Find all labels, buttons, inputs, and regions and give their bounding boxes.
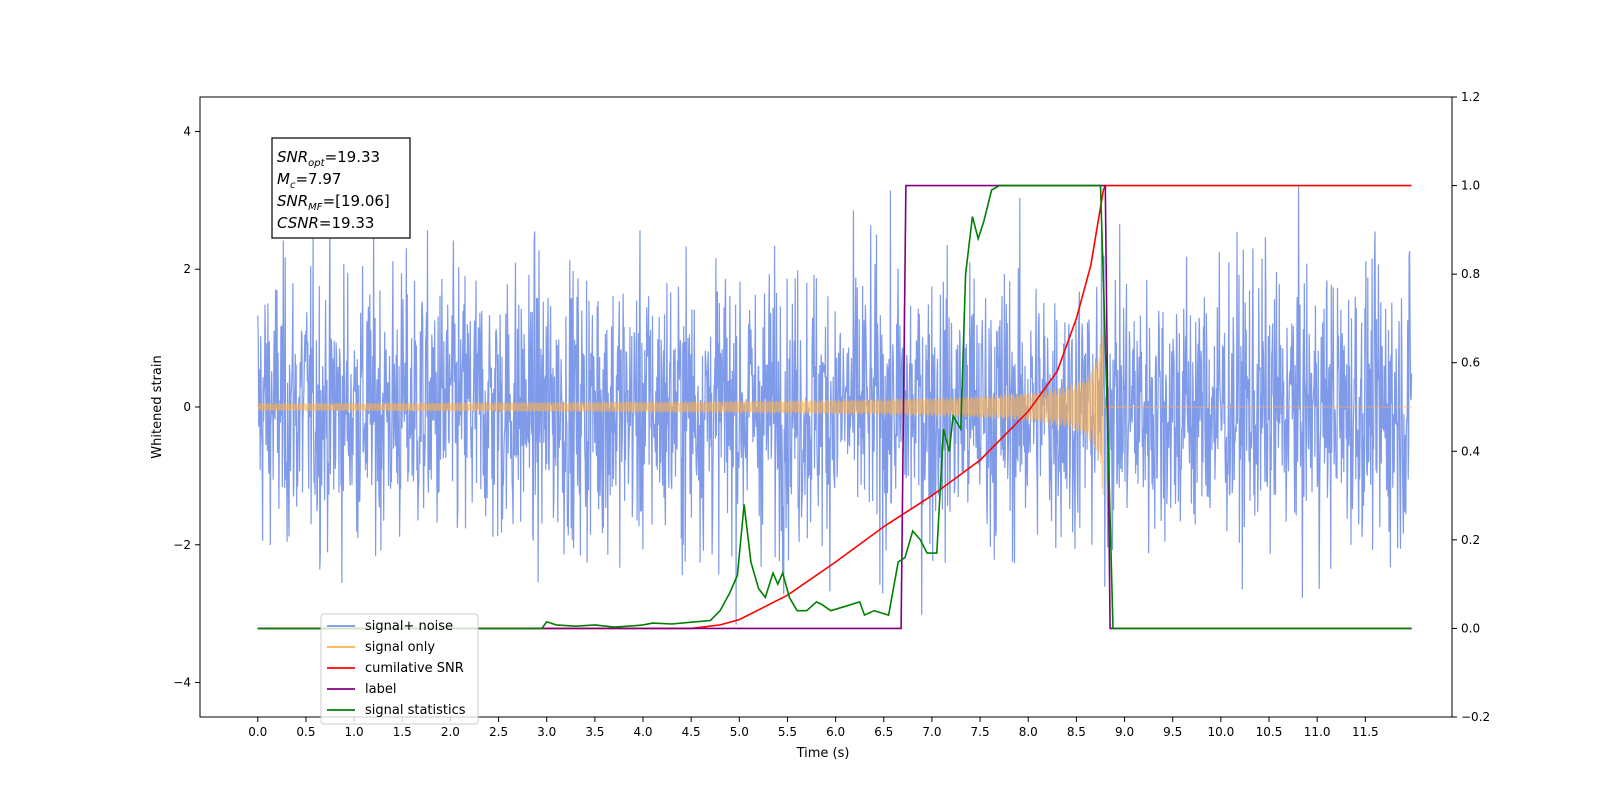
x-tick-label: 5.5	[778, 725, 797, 739]
x-tick-label: 1.5	[393, 725, 412, 739]
x-tick-label: 10.5	[1256, 725, 1283, 739]
legend-label: cumilative SNR	[365, 661, 464, 676]
x-tick-label: 11.5	[1352, 725, 1379, 739]
y-axis-left: 4 2 0 −2 −4	[173, 124, 200, 690]
y-tick-label: 0	[183, 400, 191, 414]
legend-label: signal+ noise	[365, 619, 453, 634]
x-tick-label: 1.0	[345, 725, 364, 739]
y-tick-label: 2	[183, 262, 191, 276]
x-tick-label: 3.0	[537, 725, 556, 739]
lines-layer	[257, 184, 1412, 630]
annotation-line: SNRMF=[19.06]	[277, 192, 390, 213]
y2-tick-label: 0.8	[1461, 267, 1480, 281]
y2-tick-label: −0.2	[1461, 710, 1490, 724]
x-tick-label: 0.5	[296, 725, 315, 739]
y-axis-label: Whitened strain	[150, 355, 165, 458]
series-line-signal-statistics	[257, 184, 1412, 630]
legend-label: label	[365, 682, 396, 697]
y-tick-label: 4	[183, 124, 191, 138]
x-tick-label: 6.0	[826, 725, 845, 739]
x-tick-label: 9.0	[1115, 725, 1134, 739]
legend-label: signal only	[365, 640, 435, 655]
x-tick-label: 10.0	[1208, 725, 1235, 739]
x-tick-label: 7.0	[922, 725, 941, 739]
y2-tick-label: 0.0	[1461, 621, 1480, 635]
y2-tick-label: 0.4	[1461, 444, 1480, 458]
legend-label: signal statistics	[365, 703, 466, 718]
annotation-line: Mc=7.97	[277, 170, 341, 191]
chirp-series-line	[257, 334, 1412, 495]
x-tick-label: 11.0	[1304, 725, 1331, 739]
x-axis: 0.0 0.5 1.0 1.5 2.0 2.5 3.0 3.5 4.0 4.5 5.0 5.5 6.0 6…	[248, 717, 1379, 739]
x-tick-label: 5.0	[730, 725, 749, 739]
x-tick-label: 9.5	[1163, 725, 1182, 739]
legend: signal+ noise signal only cumilative SNR la…	[320, 613, 479, 725]
series-line-cumilative-SNR	[257, 184, 1412, 630]
x-tick-label: 7.5	[971, 725, 990, 739]
annotation-box: SNRopt=19.33Mc=7.97SNRMF=[19.06]CSNR=19.…	[271, 137, 411, 239]
x-tick-label: 8.0	[1019, 725, 1038, 739]
x-tick-label: 3.5	[585, 725, 604, 739]
y2-tick-label: 1.0	[1461, 179, 1480, 193]
legend-frame	[320, 613, 479, 725]
chirp-layer	[257, 334, 1412, 495]
x-tick-label: 2.0	[441, 725, 460, 739]
x-tick-label: 0.0	[248, 725, 267, 739]
y-tick-label: −4	[173, 676, 191, 690]
x-tick-label: 4.5	[682, 725, 701, 739]
noise-layer	[257, 186, 1413, 625]
y2-tick-label: 0.6	[1461, 356, 1480, 370]
annotation-line: CSNR=19.33	[277, 214, 374, 232]
annotation-line: SNRopt=19.33	[277, 148, 380, 169]
y-axis-right: 1.2 1.0 0.8 0.6 0.4 0.2 0.0 −0.2	[1452, 90, 1490, 724]
y2-tick-label: 0.2	[1461, 533, 1480, 547]
y2-tick-label: 1.2	[1461, 90, 1480, 104]
y-tick-label: −2	[173, 538, 191, 552]
x-tick-label: 4.0	[633, 725, 652, 739]
noise-series-line	[257, 186, 1413, 625]
x-axis-label: Time (s)	[796, 746, 850, 761]
annotation-frame	[271, 137, 411, 239]
x-tick-label: 2.5	[489, 725, 508, 739]
x-tick-label: 6.5	[874, 725, 893, 739]
x-tick-label: 8.5	[1067, 725, 1086, 739]
